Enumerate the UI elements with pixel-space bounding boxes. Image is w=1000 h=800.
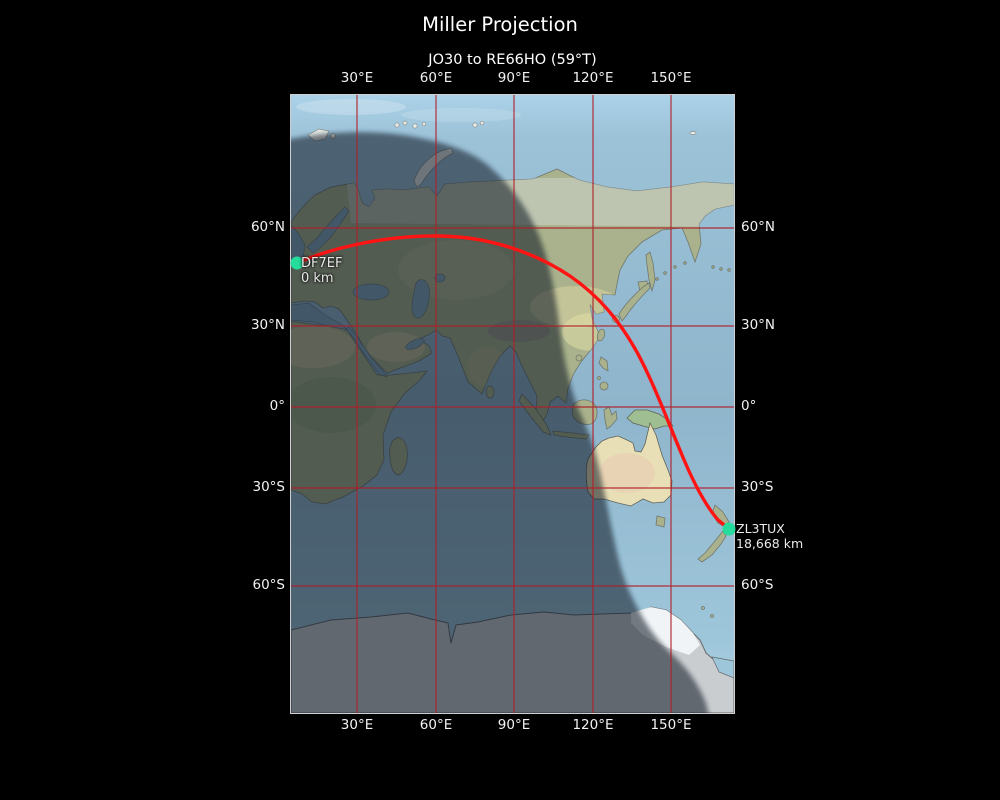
tick-top-150e: 150°E bbox=[650, 70, 692, 86]
tick-top-120e: 120°E bbox=[572, 70, 614, 86]
great-circle-path bbox=[295, 234, 731, 531]
tick-left-0: 0° bbox=[269, 398, 285, 414]
hainan bbox=[575, 354, 583, 362]
sakhalin bbox=[645, 251, 656, 293]
tick-left-30n: 30°N bbox=[250, 317, 285, 333]
tasmania bbox=[655, 515, 666, 528]
map-subtitle: JO30 to RE66HO (59°T) bbox=[428, 52, 597, 68]
tick-right-0: 0° bbox=[741, 398, 757, 414]
station-dot-origin bbox=[290, 256, 304, 270]
origin-distance: 0 km bbox=[301, 271, 334, 286]
luzon bbox=[598, 356, 609, 372]
sulawesi bbox=[603, 406, 618, 430]
station-dot-destination bbox=[722, 522, 736, 536]
graticule bbox=[291, 95, 734, 713]
station-label-origin: DF7EF 0 km bbox=[301, 256, 342, 286]
world-map bbox=[290, 95, 736, 713]
tick-left-60n: 60°N bbox=[250, 219, 285, 235]
tick-top-30e: 30°E bbox=[340, 70, 374, 86]
australia-outback-tint bbox=[599, 453, 655, 493]
station-label-destination: ZL3TUX 18,668 km bbox=[736, 521, 803, 551]
tick-top-90e: 90°E bbox=[497, 70, 531, 86]
origin-callsign: DF7EF bbox=[301, 256, 343, 271]
arctic-haze bbox=[401, 108, 521, 122]
honshu bbox=[618, 282, 651, 322]
destination-distance: 18,668 km bbox=[736, 536, 804, 551]
tick-bottom-90e: 90°E bbox=[497, 717, 531, 733]
mindanao bbox=[599, 381, 609, 391]
tick-right-30n: 30°N bbox=[741, 317, 776, 333]
ross-sea bbox=[711, 656, 734, 679]
tick-bottom-150e: 150°E bbox=[650, 717, 692, 733]
tick-bottom-60e: 60°E bbox=[419, 717, 453, 733]
tick-right-30s: 30°S bbox=[741, 479, 774, 495]
tick-bottom-30e: 30°E bbox=[340, 717, 374, 733]
tick-left-30s: 30°S bbox=[252, 479, 286, 495]
tick-left-60s: 60°S bbox=[252, 577, 286, 593]
map-canvas bbox=[290, 94, 736, 714]
tick-bottom-120e: 120°E bbox=[572, 717, 614, 733]
tick-right-60s: 60°S bbox=[741, 577, 774, 593]
night-terminator-overlay bbox=[291, 132, 709, 713]
arctic-haze bbox=[296, 99, 406, 115]
tick-right-60n: 60°N bbox=[741, 219, 776, 235]
figure-title: Miller Projection bbox=[422, 13, 578, 36]
destination-callsign: ZL3TUX bbox=[736, 521, 785, 536]
tick-top-60e: 60°E bbox=[419, 70, 453, 86]
taiwan bbox=[596, 328, 606, 342]
new-guinea bbox=[626, 409, 674, 430]
